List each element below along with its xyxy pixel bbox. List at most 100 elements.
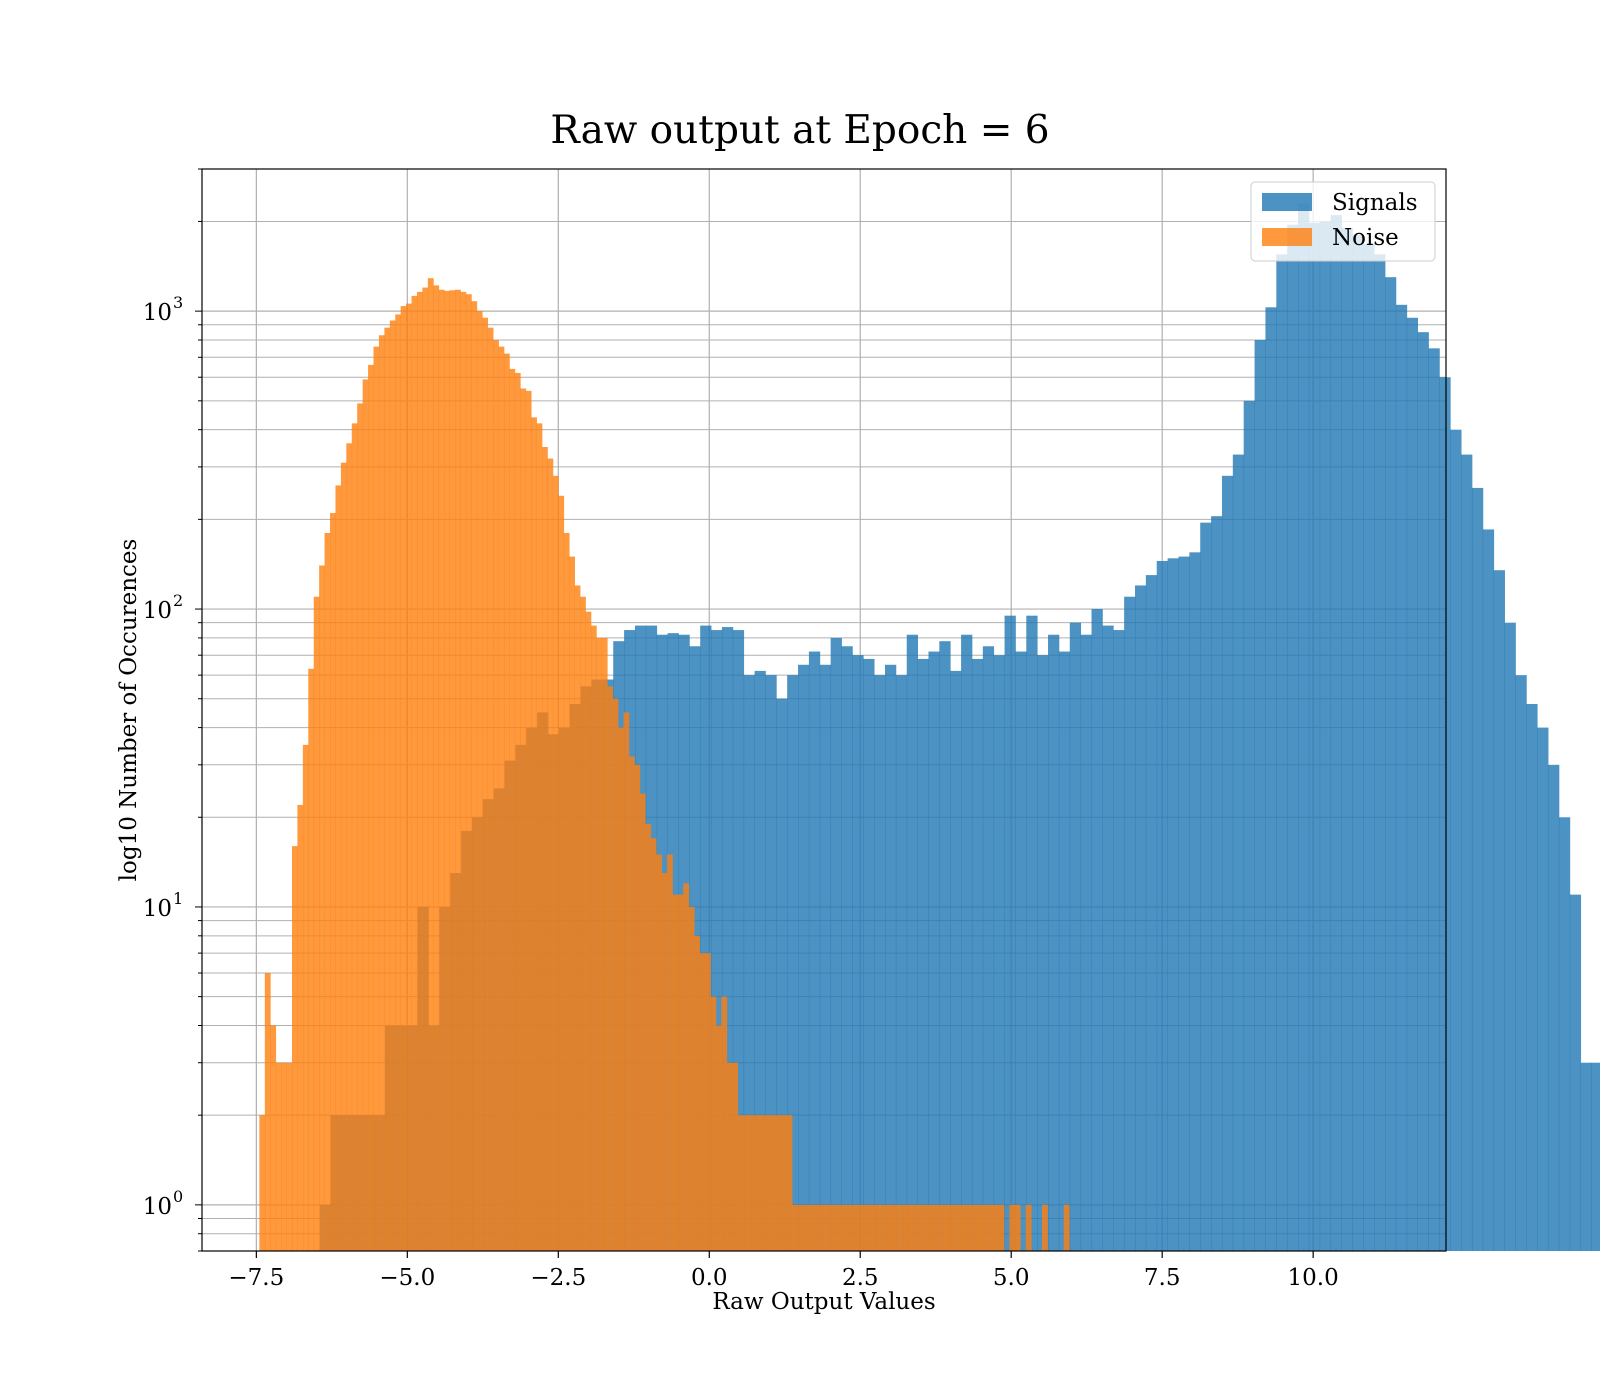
bar-noise: [688, 906, 695, 1251]
bar-noise: [270, 1025, 277, 1251]
bar-noise: [813, 1204, 820, 1251]
bar-signals: [1243, 400, 1255, 1251]
bar-signals: [1048, 634, 1060, 1251]
bar-noise: [395, 314, 402, 1251]
y-tick-label-base: 10: [143, 896, 172, 922]
bar-noise: [618, 727, 624, 1251]
bar-signals: [808, 651, 821, 1251]
x-tick-label: 5.0: [993, 1265, 1030, 1291]
bar-noise: [449, 290, 456, 1251]
bar-signals: [1091, 609, 1103, 1251]
bar-noise: [514, 372, 521, 1252]
bar-signals: [721, 627, 734, 1251]
bar-signals: [1069, 622, 1082, 1251]
legend-swatch-noise: [1262, 228, 1312, 246]
bar-signals: [1102, 625, 1114, 1251]
bar-noise: [465, 294, 472, 1251]
bar-noise: [482, 317, 489, 1252]
bar-noise: [612, 698, 619, 1251]
bar-noise: [378, 335, 385, 1252]
bar-noise: [520, 388, 527, 1251]
bar-signals: [830, 637, 842, 1251]
bar-noise: [857, 1204, 864, 1251]
bar-noise: [851, 1204, 858, 1251]
bar-noise: [574, 585, 581, 1251]
bar-signals: [1515, 675, 1527, 1251]
x-tick-label: 10.0: [1288, 1265, 1339, 1291]
bar-signals: [711, 630, 723, 1251]
bar-signals: [982, 646, 995, 1251]
y-tick-label-base: 10: [143, 1194, 172, 1220]
y-tick-label-exponent: 3: [173, 293, 183, 312]
bar-noise: [732, 1062, 739, 1251]
bar-signals: [928, 651, 940, 1251]
bar-noise: [400, 306, 407, 1252]
bar-signals: [993, 655, 1005, 1251]
bar-noise: [525, 390, 532, 1251]
bar-signals: [1319, 221, 1332, 1251]
series-noise: [259, 278, 1070, 1252]
bar-signals: [819, 664, 832, 1251]
bar-signals: [1211, 516, 1223, 1251]
bar-signals: [1026, 615, 1038, 1251]
bar-noise: [580, 596, 586, 1251]
bar-noise: [819, 1204, 826, 1251]
bar-signals: [1471, 487, 1484, 1251]
bar-signals: [1113, 630, 1125, 1251]
bar-noise: [998, 1204, 1005, 1251]
bar-noise: [569, 556, 575, 1251]
bar-signals: [1298, 203, 1310, 1251]
bar-signals: [1221, 475, 1234, 1251]
bar-noise: [993, 1204, 999, 1251]
bar-noise: [710, 996, 717, 1251]
bar-noise: [878, 1204, 885, 1251]
bar-noise: [781, 1115, 787, 1251]
bar-noise: [275, 1062, 282, 1251]
bar-signals: [1461, 454, 1473, 1251]
bar-noise: [911, 1204, 918, 1251]
bar-signals: [1385, 277, 1397, 1251]
bar-noise: [862, 1204, 869, 1251]
bar-noise: [536, 423, 543, 1251]
bar-noise: [786, 1115, 793, 1251]
legend-label-signals: Signals: [1332, 190, 1418, 216]
bar-noise: [916, 1204, 923, 1251]
bar-signals: [971, 658, 984, 1251]
bar-noise: [590, 625, 597, 1251]
bar-noise: [302, 744, 309, 1251]
bar-noise: [889, 1204, 896, 1251]
bar-signals: [1135, 585, 1147, 1251]
bar-noise: [949, 1204, 956, 1251]
bar-noise: [726, 1062, 733, 1251]
bar-noise: [666, 854, 673, 1251]
bar-noise: [433, 285, 440, 1251]
bar-noise: [960, 1204, 967, 1251]
y-tick-label-exponent: 2: [173, 591, 183, 610]
bar-noise: [438, 289, 445, 1251]
bar-signals: [1080, 634, 1092, 1251]
histogram-bars: [259, 203, 1600, 1252]
bar-noise: [830, 1204, 836, 1251]
bar-noise: [808, 1204, 815, 1251]
bar-noise: [737, 1115, 744, 1251]
bar-noise: [362, 379, 369, 1251]
bar-noise: [846, 1204, 853, 1251]
bar-noise: [487, 327, 494, 1251]
bar-noise: [791, 1204, 798, 1251]
bar-signals: [1406, 317, 1419, 1252]
y-tick-label: 10 3: [143, 293, 183, 326]
bar-noise: [558, 495, 565, 1251]
bar-signals: [1374, 254, 1386, 1251]
bar-noise: [677, 894, 684, 1251]
bar-noise: [476, 311, 483, 1251]
bar-signals: [1156, 560, 1169, 1251]
bar-signals: [1439, 377, 1451, 1252]
bar-signals: [1591, 1062, 1600, 1251]
bar-signals: [1580, 1062, 1592, 1251]
bar-signals: [874, 675, 886, 1251]
bar-noise: [656, 854, 662, 1251]
bar-signals: [1504, 622, 1516, 1251]
bar-signals: [1276, 254, 1288, 1251]
bar-noise: [639, 793, 646, 1251]
